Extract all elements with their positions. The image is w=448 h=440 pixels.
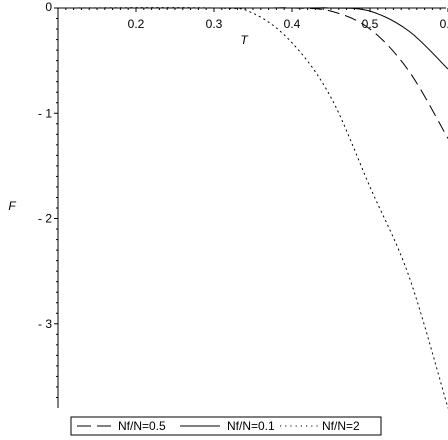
legend: Nf/N=0.5 Nf/N=0.1 Nf/N=2 xyxy=(70,416,382,436)
y-tick-label: - 2 xyxy=(38,212,52,226)
series-line-dotted xyxy=(57,7,448,409)
x-tick-label: 0.6 xyxy=(440,17,448,31)
y-tick-label: - 1 xyxy=(38,106,52,120)
legend-label: Nf/N=2 xyxy=(322,419,360,433)
series-line-dashed xyxy=(57,7,448,139)
y-tick-label: 0 xyxy=(45,0,52,14)
y-axis-title: F xyxy=(8,199,16,213)
x-tick-label: 0.5 xyxy=(362,17,379,31)
legend-label: Nf/N=0.5 xyxy=(118,419,166,433)
x-tick-label: 0.4 xyxy=(284,17,301,31)
series-line-solid xyxy=(57,7,448,70)
x-tick-label: 0.2 xyxy=(128,17,145,31)
x-ticks: 0.2 0.3 0.4 0.5 0.6 xyxy=(65,8,448,31)
legend-box xyxy=(70,416,382,436)
x-tick-label: 0.3 xyxy=(206,17,223,31)
y-ticks: 0 - 1 - 2 - 3 xyxy=(38,0,58,398)
legend-label: Nf/N=0.1 xyxy=(227,419,275,433)
x-axis-title: T xyxy=(240,33,249,47)
y-tick-label: - 3 xyxy=(38,317,52,331)
plot-lines xyxy=(57,7,448,409)
